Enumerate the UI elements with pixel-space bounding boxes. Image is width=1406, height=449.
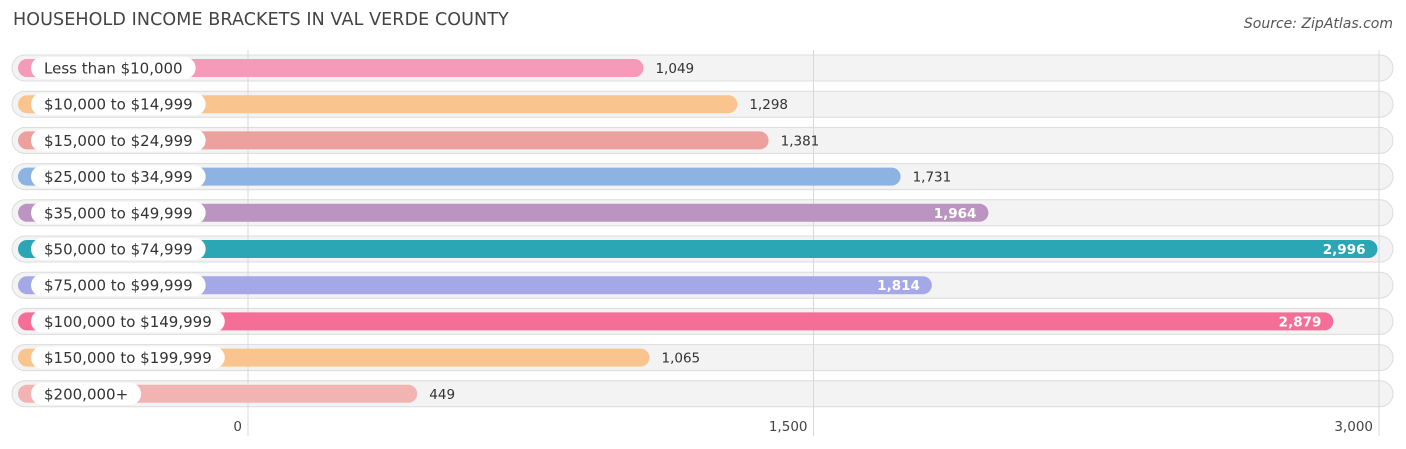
category-pill	[31, 165, 206, 188]
x-tick-label: 1,500	[769, 419, 808, 435]
category-label: $200,000+	[44, 385, 128, 403]
bar	[18, 203, 989, 222]
chart-title: HOUSEHOLD INCOME BRACKETS IN VAL VERDE C…	[13, 10, 509, 30]
value-label: 1,814	[877, 278, 920, 294]
category-pill	[31, 346, 225, 369]
category-label: $50,000 to $74,999	[44, 241, 193, 259]
category-pill	[31, 274, 206, 297]
category-label: $75,000 to $99,999	[44, 277, 193, 295]
category-label: Less than $10,000	[44, 60, 183, 78]
bar	[18, 167, 901, 186]
value-label: 1,049	[655, 61, 694, 77]
bar	[18, 131, 769, 150]
x-tick-label: 3,000	[1334, 419, 1373, 435]
value-label: 1,964	[934, 206, 977, 222]
bar	[18, 240, 1378, 258]
category-label: $35,000 to $49,999	[44, 204, 193, 222]
category-pill	[31, 310, 225, 333]
value-label: 1,298	[749, 97, 788, 113]
bar	[18, 276, 932, 295]
bars-layer: Less than $10,000 1,049 $10,000 to $14,999…	[18, 57, 1378, 405]
bar	[18, 312, 1334, 331]
chart-source: Source: ZipAtlas.com	[1243, 16, 1393, 32]
value-label: 2,996	[1323, 242, 1366, 258]
category-pill	[31, 93, 206, 116]
value-label: 2,879	[1279, 314, 1322, 330]
value-label: 1,381	[781, 133, 820, 149]
category-label: $15,000 to $24,999	[44, 132, 193, 150]
x-tick-label: 0	[233, 419, 242, 435]
category-label: $10,000 to $14,999	[44, 96, 193, 114]
value-label: 449	[429, 387, 455, 403]
category-label: $100,000 to $149,999	[44, 313, 212, 331]
category-label: $150,000 to $199,999	[44, 349, 212, 367]
category-pill	[31, 382, 142, 405]
ticks-layer: 0 1,500 3,000	[233, 419, 1373, 435]
value-label: 1,731	[913, 170, 952, 186]
category-pill	[31, 129, 206, 152]
category-label: $25,000 to $34,999	[44, 168, 193, 186]
value-label: 1,065	[662, 351, 701, 367]
category-pill	[31, 201, 206, 224]
category-pill	[31, 57, 196, 79]
category-pill	[31, 238, 206, 260]
